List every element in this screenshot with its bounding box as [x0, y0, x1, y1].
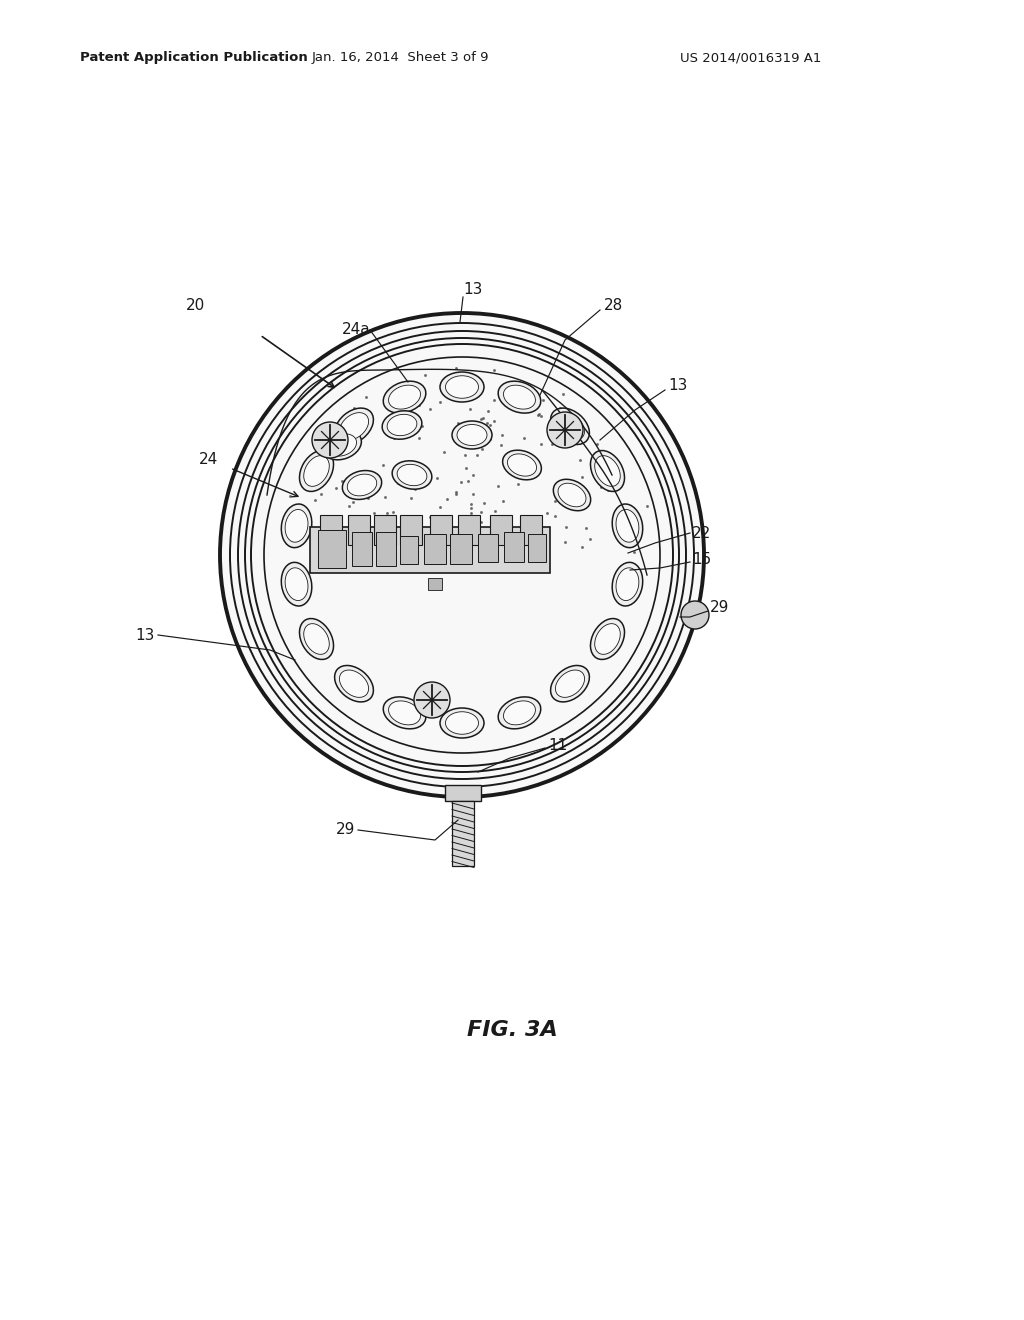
Ellipse shape — [383, 697, 426, 729]
Ellipse shape — [612, 504, 643, 548]
Text: 29: 29 — [336, 822, 355, 837]
Text: FIG. 3A: FIG. 3A — [467, 1020, 557, 1040]
Text: Patent Application Publication: Patent Application Publication — [80, 51, 308, 65]
Bar — [478, 535, 498, 562]
Ellipse shape — [553, 479, 591, 511]
Text: 13: 13 — [463, 282, 482, 297]
Ellipse shape — [445, 711, 478, 734]
Ellipse shape — [504, 385, 536, 409]
Ellipse shape — [498, 697, 541, 729]
Bar — [352, 532, 372, 566]
Text: 11: 11 — [548, 738, 567, 752]
Ellipse shape — [595, 623, 621, 655]
Ellipse shape — [387, 414, 417, 436]
Circle shape — [414, 682, 450, 718]
Ellipse shape — [304, 455, 330, 486]
Ellipse shape — [285, 568, 308, 601]
Ellipse shape — [508, 454, 537, 477]
Bar — [318, 531, 346, 568]
Ellipse shape — [457, 425, 487, 446]
Ellipse shape — [299, 450, 334, 491]
Ellipse shape — [382, 411, 422, 440]
Bar — [452, 801, 474, 866]
Bar — [520, 515, 542, 545]
Ellipse shape — [383, 381, 426, 413]
Ellipse shape — [555, 413, 585, 440]
Ellipse shape — [392, 461, 432, 490]
Bar — [458, 515, 480, 545]
Bar — [400, 515, 422, 545]
Ellipse shape — [397, 465, 427, 486]
Bar — [376, 532, 396, 566]
Ellipse shape — [299, 619, 334, 660]
Ellipse shape — [595, 455, 621, 486]
Ellipse shape — [440, 372, 484, 403]
Ellipse shape — [323, 430, 361, 459]
Ellipse shape — [339, 671, 369, 697]
Text: 20: 20 — [185, 297, 205, 313]
Text: US 2014/0016319 A1: US 2014/0016319 A1 — [680, 51, 821, 65]
Ellipse shape — [282, 504, 312, 548]
Ellipse shape — [504, 701, 536, 725]
Circle shape — [312, 422, 348, 458]
Bar — [400, 536, 418, 564]
Circle shape — [220, 313, 705, 797]
Bar — [445, 785, 481, 801]
Ellipse shape — [339, 413, 369, 440]
Ellipse shape — [282, 562, 312, 606]
Ellipse shape — [335, 665, 374, 702]
Ellipse shape — [285, 510, 308, 543]
Bar — [348, 515, 370, 545]
Bar — [428, 578, 442, 590]
Text: Jan. 16, 2014  Sheet 3 of 9: Jan. 16, 2014 Sheet 3 of 9 — [311, 51, 488, 65]
Bar — [424, 535, 446, 564]
Bar — [528, 535, 546, 562]
Circle shape — [681, 601, 709, 630]
Ellipse shape — [347, 474, 377, 496]
Ellipse shape — [440, 708, 484, 738]
Text: 28: 28 — [604, 297, 624, 313]
Bar — [430, 515, 452, 545]
Text: 24a: 24a — [342, 322, 371, 338]
Text: 24: 24 — [199, 453, 218, 467]
Bar — [504, 532, 524, 562]
Text: 15: 15 — [692, 553, 712, 568]
Ellipse shape — [551, 408, 590, 445]
Ellipse shape — [616, 568, 639, 601]
Ellipse shape — [328, 434, 356, 457]
Ellipse shape — [551, 665, 590, 702]
Ellipse shape — [388, 701, 421, 725]
Bar — [319, 515, 342, 545]
Ellipse shape — [612, 562, 643, 606]
Ellipse shape — [616, 510, 639, 543]
Ellipse shape — [498, 381, 541, 413]
Bar — [450, 535, 472, 564]
Text: 13: 13 — [135, 627, 155, 643]
Ellipse shape — [445, 376, 478, 399]
Ellipse shape — [335, 408, 374, 445]
Text: 13: 13 — [668, 378, 687, 392]
Ellipse shape — [558, 483, 586, 507]
Ellipse shape — [342, 470, 382, 499]
Bar — [310, 527, 550, 573]
Ellipse shape — [304, 623, 330, 655]
Bar — [374, 515, 396, 545]
Ellipse shape — [591, 619, 625, 660]
Text: 29: 29 — [710, 601, 729, 615]
Bar — [490, 515, 512, 545]
Circle shape — [547, 412, 583, 447]
Ellipse shape — [555, 671, 585, 697]
Text: 22: 22 — [692, 525, 712, 540]
Ellipse shape — [503, 450, 542, 480]
Ellipse shape — [591, 450, 625, 491]
Ellipse shape — [452, 421, 492, 449]
Ellipse shape — [388, 385, 421, 409]
